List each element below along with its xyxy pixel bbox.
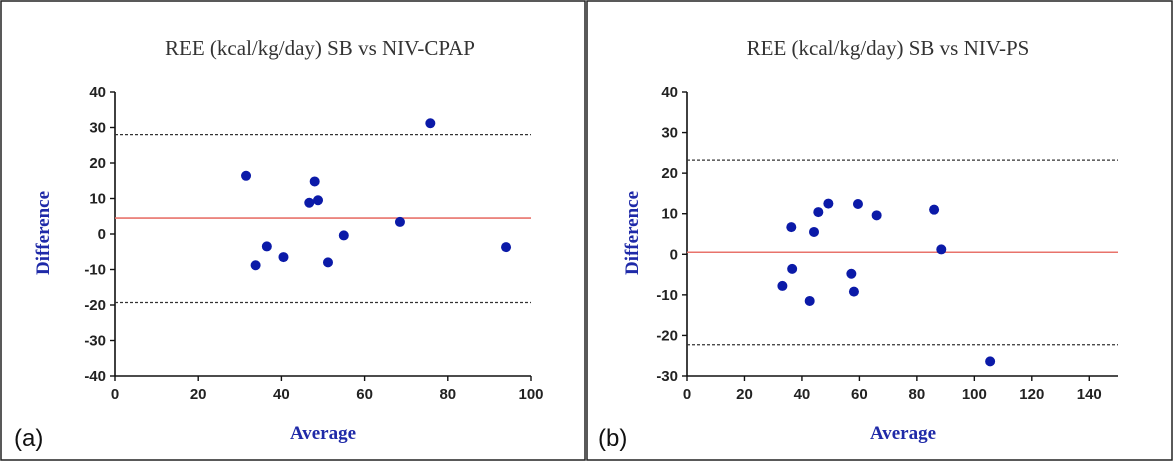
chart-b-y-tick-label: 40 (661, 84, 678, 101)
chart-b-y-tick-label: 20 (661, 165, 678, 182)
chart-a-x-tick-label: 80 (439, 386, 456, 403)
chart-b-data-point (804, 295, 815, 306)
chart-b-x-tick-label: 60 (851, 386, 868, 403)
chart-b-x-tick-label: 40 (794, 386, 811, 403)
chart-a-data-point (313, 195, 324, 206)
chart-a-y-tick-label: -10 (84, 262, 106, 279)
chart-b-x-tick-label: 140 (1077, 386, 1102, 403)
chart-a-data-point (261, 241, 272, 252)
chart-b-data-point (985, 356, 996, 367)
chart-b-y-tick-label: 0 (670, 246, 678, 263)
chart-a-x-tick-label: 100 (518, 386, 543, 403)
chart-a-y-tick-label: 30 (89, 120, 106, 137)
chart-a-y-tick-label: 20 (89, 155, 106, 172)
chart-a-y-tick-label: 10 (89, 191, 106, 208)
chart-b-x-tick-label: 20 (736, 386, 753, 403)
chart-b-y-tick-label: -20 (656, 327, 678, 344)
chart-a-x-tick-label: 0 (111, 386, 119, 403)
panel-a-frame (0, 0, 586, 461)
chart-a-data-point (309, 176, 320, 187)
chart-a-xlabel: Average (290, 423, 356, 444)
chart-a-y-tick-label: 40 (89, 84, 106, 101)
chart-a-ylabel: Difference (33, 191, 54, 275)
chart-b-y-tick-label: 30 (661, 125, 678, 142)
chart-a-data-point (338, 230, 349, 241)
chart-b-xlabel: Average (870, 423, 936, 444)
chart-a-y-tick-label: -40 (84, 368, 106, 385)
chart-b-y-tick-label: -10 (656, 287, 678, 304)
chart-b-y-tick-label: 10 (661, 206, 678, 223)
chart-b-data-point (871, 210, 882, 221)
chart-b-data-point (809, 226, 820, 237)
chart-b-y-tick-label: -30 (656, 368, 678, 385)
chart-a-title: REE (kcal/kg/day) SB vs NIV-CPAP (165, 36, 475, 60)
chart-b-x-tick-label: 0 (683, 386, 691, 403)
chart-a-data-point (425, 118, 436, 129)
chart-a-y-tick-label: -30 (84, 333, 106, 350)
chart-a-data-point (322, 257, 333, 268)
chart-b-ylabel: Difference (622, 191, 643, 275)
chart-b-data-point (846, 268, 857, 279)
chart-b-data-point (777, 280, 788, 291)
chart-a-data-point (501, 242, 512, 253)
chart-a-y-tick-label: -20 (84, 297, 106, 314)
chart-b-panel-label: (b) (598, 425, 627, 452)
chart-b-data-point (823, 198, 834, 209)
chart-a-data-point (278, 252, 289, 263)
chart-b-data-point (787, 263, 798, 274)
chart-a-data-point (394, 216, 405, 227)
chart-a-data-point (241, 170, 252, 181)
chart-b-x-tick-label: 80 (909, 386, 926, 403)
chart-a-x-tick-label: 60 (356, 386, 373, 403)
chart-a-data-point (250, 260, 261, 271)
chart-b-data-point (848, 286, 859, 297)
chart-a-x-tick-label: 40 (273, 386, 290, 403)
chart-b-data-point (936, 244, 947, 255)
chart-b-data-point (813, 207, 824, 218)
chart-b-data-point (929, 204, 940, 215)
chart-a-data-point (304, 197, 315, 208)
chart-a-y-tick-label: 0 (98, 226, 106, 243)
chart-b-x-tick-label: 120 (1019, 386, 1044, 403)
chart-b-title: REE (kcal/kg/day) SB vs NIV-PS (747, 36, 1030, 60)
chart-b-data-point (852, 198, 863, 209)
chart-a-panel-label: (a) (14, 425, 43, 452)
chart-a-x-tick-label: 20 (190, 386, 207, 403)
panel-b-frame (586, 0, 1173, 461)
chart-b-data-point (786, 222, 797, 233)
chart-b-x-tick-label: 100 (962, 386, 987, 403)
